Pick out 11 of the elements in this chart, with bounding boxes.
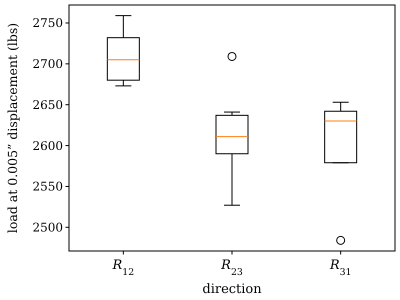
- y-tick-label: 2500: [32, 220, 63, 234]
- y-tick-label: 2700: [32, 57, 63, 72]
- y-tick-label: 2650: [32, 98, 63, 112]
- y-axis-title: load at 0.005” displacement (lbs): [5, 22, 20, 234]
- x-tick-label: R$_{12}$: [111, 258, 134, 278]
- x-tick-label: R$_{31}$: [328, 258, 352, 278]
- y-tick-label: 2600: [32, 138, 63, 153]
- x-tick-label: R$_{23}$: [220, 258, 243, 278]
- y-tick-label: 2750: [32, 16, 63, 30]
- y-tick-label: 2550: [32, 180, 63, 194]
- x-axis-title: direction: [202, 282, 262, 297]
